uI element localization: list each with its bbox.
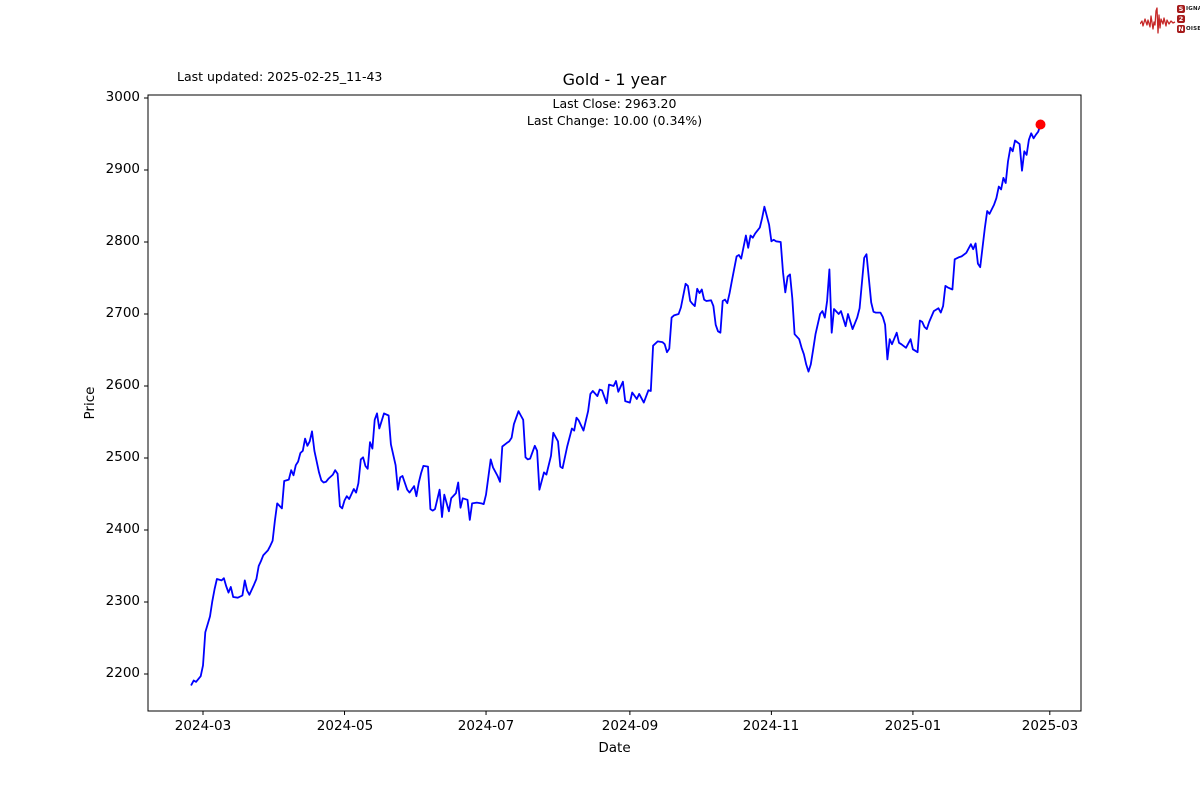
logo-noise-rest: OISE (1186, 26, 1200, 32)
x-tick-label: 2025-01 (884, 718, 942, 734)
y-tick-label: 2900 (105, 161, 140, 177)
logo-text: S IGNAL 2 N OISE (1177, 4, 1200, 34)
y-tick-label: 2700 (105, 305, 140, 321)
waveform-icon (1140, 7, 1176, 34)
y-tick-label: 2600 (105, 377, 140, 393)
logo-row-noise: N OISE (1177, 24, 1200, 34)
price-line (190, 123, 1042, 686)
y-tick-label: 2200 (105, 665, 140, 681)
logo-row-signal: S IGNAL (1177, 4, 1200, 14)
logo-row-2: 2 (1177, 14, 1200, 24)
plot-border (147, 94, 1082, 712)
logo-2-box: 2 (1177, 14, 1185, 23)
last-price-marker (1035, 119, 1046, 130)
y-tick-label: 2800 (105, 233, 140, 249)
x-tick-label: 2024-09 (601, 718, 659, 734)
last-change-annotation: Last Change: 10.00 (0.34%) (526, 113, 703, 128)
y-tick-label: 2400 (105, 521, 140, 537)
y-tick-label: 2300 (105, 593, 140, 609)
tick-marks (144, 97, 1051, 715)
y-tick-label: 2500 (105, 449, 140, 465)
x-axis-label: Date (598, 740, 631, 756)
last-close-annotation: Last Close: 2963.20 (552, 96, 677, 111)
y-tick-label: 3000 (105, 89, 140, 105)
x-tick-label: 2024-07 (457, 718, 515, 734)
x-tick-label: 2024-05 (316, 718, 374, 734)
signal2noise-logo: S IGNAL 2 N OISE (1140, 3, 1200, 37)
chart-title: Gold - 1 year (562, 70, 667, 89)
logo-n-box: N (1177, 24, 1185, 33)
x-tick-label: 2024-11 (742, 718, 800, 734)
logo-s-box: S (1177, 4, 1185, 13)
x-tick-label: 2024-03 (174, 718, 232, 734)
x-tick-label: 2025-03 (1021, 718, 1079, 734)
logo-signal-rest: IGNAL (1186, 6, 1200, 12)
last-updated-label: Last updated: 2025-02-25_11-43 (177, 69, 383, 84)
